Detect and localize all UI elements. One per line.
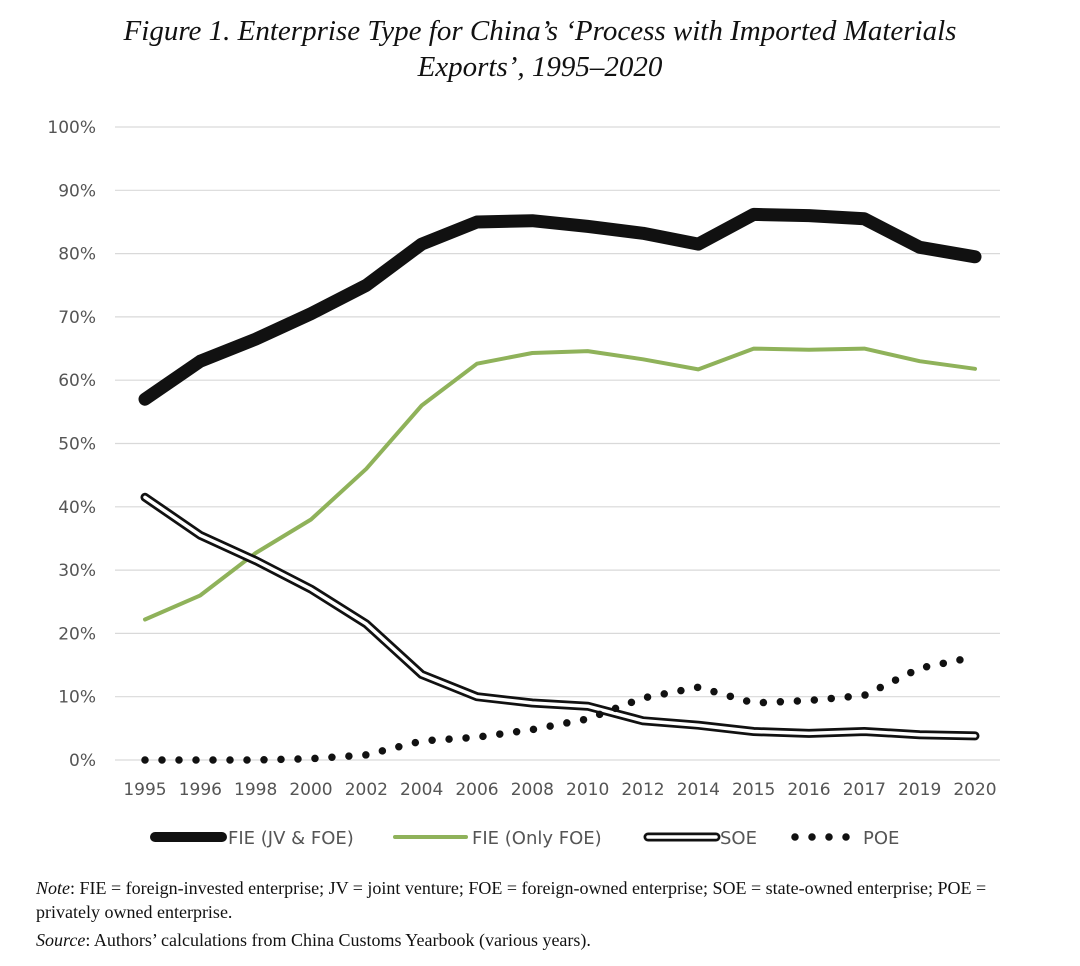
y-tick-label: 90%	[58, 181, 96, 201]
y-tick-label: 60%	[58, 371, 96, 391]
chart-title-line-1: Figure 1. Enterprise Type for China’s ‘P…	[123, 15, 957, 47]
source-text: : Authors’ calculations from China Custo…	[85, 930, 591, 950]
legend-label-soe: SOE	[720, 828, 757, 849]
chart-note: Note: FIE = foreign-invested enterprise;…	[36, 876, 1046, 924]
note-label: Note	[36, 878, 70, 898]
chart-title-line-2: Exports’, 1995–2020	[417, 51, 663, 83]
x-tick-label: 2016	[787, 780, 830, 800]
x-tick-label: 1996	[179, 780, 222, 800]
series-line-fie-jv-foe	[138, 207, 982, 406]
series-line-soe	[140, 492, 980, 741]
x-tick-label: 2020	[953, 780, 996, 800]
y-tick-label: 80%	[58, 245, 96, 265]
y-tick-label: 20%	[58, 624, 96, 644]
line-chart: 0% 10% 20% 30% 40% 50% 60% 70% 80% 90% 100% 1995 199…	[47, 118, 1000, 849]
x-tick-label: 2019	[898, 780, 941, 800]
x-tick-label: 2017	[843, 780, 886, 800]
x-tick-label: 1995	[123, 780, 166, 800]
x-tick-label: 2010	[566, 780, 609, 800]
legend-label-poe: POE	[863, 828, 899, 849]
x-tick-label: 2006	[455, 780, 498, 800]
source-label: Source	[36, 930, 86, 950]
x-tick-label: 2012	[621, 780, 664, 800]
legend-label-fie-only-foe: FIE (Only FOE)	[472, 828, 602, 849]
note-text: : FIE = foreign-invested enterprise; JV …	[36, 878, 987, 922]
series-line-fie-only-foe	[143, 346, 977, 622]
x-tick-label: 1998	[234, 780, 277, 800]
x-tick-label: 2015	[732, 780, 775, 800]
y-tick-label: 30%	[58, 561, 96, 581]
x-tick-label: 2014	[677, 780, 720, 800]
y-tick-label: 0%	[69, 751, 96, 771]
legend-label-fie-jv-foe: FIE (JV & FOE)	[228, 828, 354, 849]
x-tick-label: 2004	[400, 780, 443, 800]
y-tick-label: 50%	[58, 435, 96, 455]
y-tick-label: 40%	[58, 498, 96, 518]
series-line-soe-inner	[143, 495, 977, 738]
x-tick-label: 2002	[345, 780, 388, 800]
x-tick-label: 2008	[511, 780, 554, 800]
series-line-poe	[141, 653, 979, 764]
y-tick-label: 100%	[47, 118, 96, 138]
y-tick-label: 10%	[58, 688, 96, 708]
x-tick-label: 2000	[289, 780, 332, 800]
chart-source: Source: Authors’ calculations from China…	[36, 928, 1046, 952]
y-tick-label: 70%	[58, 308, 96, 328]
